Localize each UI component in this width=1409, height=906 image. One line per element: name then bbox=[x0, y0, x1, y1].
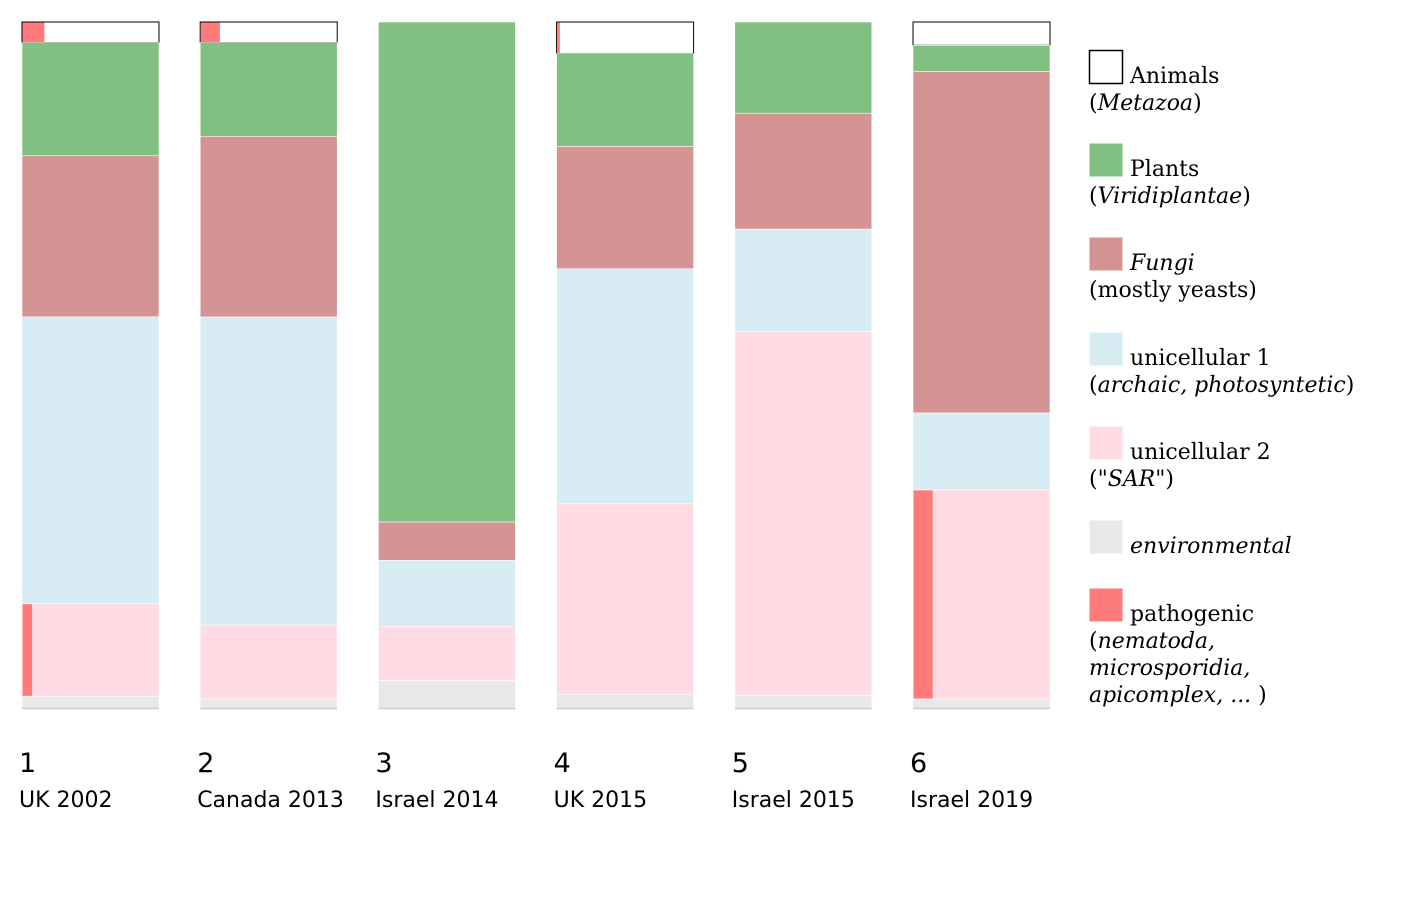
bar-segment-unicellular2 bbox=[556, 503, 694, 695]
legend-label: Fungi bbox=[1129, 251, 1195, 276]
bar-segment-unicellular2 bbox=[734, 331, 873, 696]
stacked-bar-5 bbox=[734, 21, 873, 710]
bar-segment-plants bbox=[556, 53, 694, 147]
legend-label: environmental bbox=[1130, 534, 1292, 559]
legend-label: (archaic, photosyntetic) bbox=[1089, 373, 1354, 398]
pathogenic-strip bbox=[22, 604, 33, 696]
column-label: UK 2015 bbox=[554, 788, 648, 813]
bar-segment-unicellular1 bbox=[912, 412, 1051, 491]
bar-segment-unicellular2 bbox=[199, 624, 338, 700]
bar-segment-animals bbox=[912, 21, 1051, 46]
column-label: Israel 2015 bbox=[732, 788, 855, 813]
legend-item-pathogenic: pathogenic(nematoda,microsporidia,apicom… bbox=[1089, 588, 1267, 708]
legend-item-fungi: Fungi(mostly yeasts) bbox=[1089, 237, 1257, 303]
bar-segment-animals bbox=[556, 21, 695, 55]
legend-swatch bbox=[1089, 588, 1123, 622]
bar-segment-fungi bbox=[734, 112, 873, 230]
legend-item-environmental: environmental bbox=[1089, 520, 1292, 559]
legend-label: Animals bbox=[1129, 64, 1219, 89]
bar-segment-unicellular1 bbox=[734, 228, 873, 332]
bar-segment-unicellular2 bbox=[378, 626, 516, 681]
bar-segment-fungi bbox=[556, 146, 694, 270]
legend-swatch bbox=[1089, 520, 1123, 554]
legend-label: (mostly yeasts) bbox=[1089, 278, 1257, 303]
legend-swatch bbox=[1089, 143, 1123, 177]
column-label: UK 2002 bbox=[19, 788, 113, 813]
legend-item-unicellular2: unicellular 2("SAR") bbox=[1089, 426, 1271, 492]
bar-segment-plants bbox=[378, 21, 516, 523]
legend-label: (Metazoa) bbox=[1089, 91, 1202, 116]
column-label: Israel 2019 bbox=[910, 788, 1033, 813]
bar-segment-fungi bbox=[21, 155, 160, 318]
column-number: 6 bbox=[910, 748, 927, 779]
legend-label: microsporidia, bbox=[1089, 656, 1250, 681]
bar-segment-environmental bbox=[734, 695, 873, 709]
bar-segment-environmental bbox=[199, 698, 338, 709]
legend-swatch bbox=[1089, 426, 1123, 460]
bar-segment-animals bbox=[199, 21, 338, 44]
pathogenic-strip bbox=[22, 22, 45, 43]
legend-swatch bbox=[1089, 332, 1123, 366]
bar-segment-environmental bbox=[378, 680, 516, 709]
legend-label: unicellular 2 bbox=[1130, 440, 1271, 465]
legend-label: (Viridiplantae) bbox=[1089, 184, 1251, 209]
bar-segment-plants bbox=[21, 42, 160, 157]
bar-segment-plants bbox=[912, 45, 1051, 72]
bar-segment-unicellular1 bbox=[378, 560, 516, 627]
legend-label: unicellular 1 bbox=[1130, 346, 1271, 371]
bar-segment-environmental bbox=[912, 698, 1051, 709]
pathogenic-strip bbox=[200, 22, 220, 43]
legend-label: apicomplex, ... ) bbox=[1089, 683, 1267, 708]
stacked-bar-4 bbox=[556, 21, 695, 710]
pathogenic-strip bbox=[557, 22, 560, 54]
legend-swatch bbox=[1089, 237, 1123, 271]
bar-segment-environmental bbox=[21, 696, 160, 709]
legend-item-animals: Animals(Metazoa) bbox=[1088, 49, 1219, 116]
bar-segment-fungi bbox=[199, 136, 338, 318]
legend-item-unicellular1: unicellular 1(archaic, photosyntetic) bbox=[1089, 332, 1354, 398]
bar-segment-environmental bbox=[556, 693, 694, 709]
column-number: 1 bbox=[19, 748, 36, 779]
bar-segment-plants bbox=[734, 21, 873, 114]
stacked-bar-6 bbox=[912, 21, 1051, 710]
column-number: 4 bbox=[554, 748, 571, 779]
legend-label: (nematoda, bbox=[1089, 629, 1215, 654]
bar-segment-plants bbox=[199, 42, 338, 137]
column-label: Israel 2014 bbox=[375, 788, 498, 813]
column-label: Canada 2013 bbox=[197, 788, 344, 813]
legend-label: ("SAR") bbox=[1089, 467, 1174, 492]
bar-segment-fungi bbox=[912, 71, 1051, 414]
bar-segment-fungi bbox=[378, 521, 516, 561]
bar-segment-unicellular1 bbox=[556, 268, 694, 505]
bar-segment-unicellular1 bbox=[21, 316, 160, 605]
legend-label: Plants bbox=[1130, 157, 1199, 182]
stacked-bar-2 bbox=[199, 21, 338, 710]
legend-label: pathogenic bbox=[1130, 602, 1254, 627]
stacked-bar-3 bbox=[378, 21, 516, 710]
stacked-bar-1 bbox=[21, 21, 160, 710]
bar-segment-unicellular2 bbox=[912, 489, 1051, 700]
legend-item-plants: Plants(Viridiplantae) bbox=[1089, 143, 1251, 209]
bar-segment-unicellular2 bbox=[21, 603, 160, 697]
pathogenic-strip bbox=[913, 490, 933, 699]
column-number: 3 bbox=[375, 748, 392, 779]
bar-segment-unicellular1 bbox=[199, 316, 338, 626]
column-number: 5 bbox=[732, 748, 749, 779]
legend-swatch bbox=[1088, 49, 1124, 85]
column-number: 2 bbox=[197, 748, 214, 779]
